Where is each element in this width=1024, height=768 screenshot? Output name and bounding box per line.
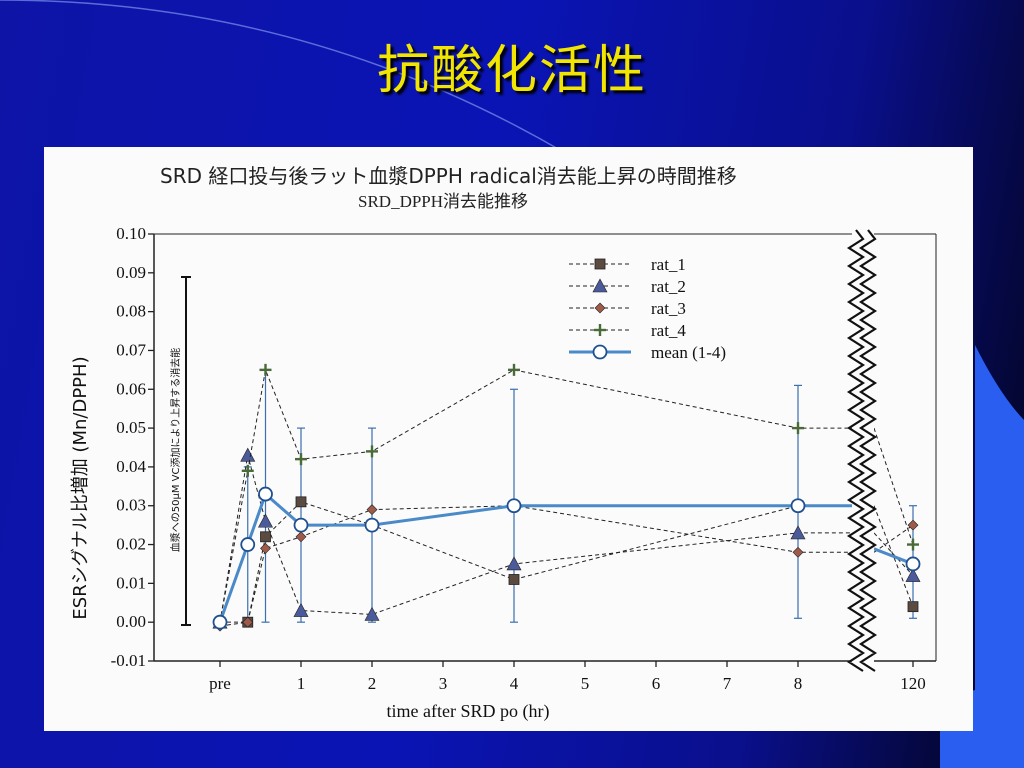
y-tick-label: 0.03 — [116, 496, 146, 515]
y-tick-label: 0.09 — [116, 263, 146, 282]
data-point — [907, 538, 919, 551]
slide-title: 抗酸化活性 — [376, 41, 647, 101]
legend-label: mean (1-4) — [651, 343, 726, 362]
data-point — [792, 546, 804, 558]
axis-break-line — [846, 229, 866, 672]
series-rat_2 — [212, 447, 921, 629]
data-point — [260, 543, 271, 554]
data-point — [792, 422, 804, 435]
y-tick-label: 0.00 — [116, 612, 146, 631]
legend-item: mean (1-4) — [569, 343, 726, 362]
tick-labels: 0.10 0.09 0.08 0.07 0.06 0.05 0.04 0.03 0.02 0.01… — [111, 224, 926, 693]
x-tick-label: 5 — [581, 674, 590, 693]
data-point — [295, 531, 307, 543]
series-line-post-break — [873, 524, 914, 553]
chart-title: SRD_DPPH消去能推移 — [358, 192, 528, 211]
y-tick-label: 0.01 — [116, 573, 146, 592]
data-point — [212, 614, 228, 630]
data-point — [240, 537, 256, 552]
series-line — [218, 491, 852, 623]
legend-item: rat_3 — [569, 299, 686, 318]
legend-label: rat_3 — [651, 299, 686, 318]
data-point — [506, 556, 522, 571]
data-point — [790, 525, 806, 540]
legend-item: rat_4 — [569, 321, 686, 340]
figure-title: SRD 経口投与後ラット血漿DPPH radical消去能上昇の時間推移 — [160, 164, 737, 188]
x-tick-label: 4 — [510, 674, 519, 693]
data-point — [905, 556, 921, 572]
x-axis-label: time after SRD po (hr) — [387, 701, 550, 722]
x-tick-label: 7 — [723, 674, 732, 693]
data-point — [790, 498, 806, 514]
error-bars — [243, 369, 917, 623]
data-point — [907, 519, 919, 531]
y-tick-label: 0.04 — [116, 457, 146, 476]
data-point — [257, 513, 274, 528]
series-line-post-break — [873, 532, 914, 576]
data-point — [258, 486, 273, 502]
data-point — [241, 464, 254, 477]
data-point — [905, 567, 921, 582]
series-line — [219, 368, 852, 623]
series-line — [219, 455, 852, 623]
series-rat_1 — [214, 496, 919, 628]
legend-label: rat_2 — [651, 277, 686, 296]
y-tick-label: 0.10 — [116, 224, 146, 243]
data-point — [366, 445, 378, 458]
series-mean — [212, 486, 921, 630]
data-point — [364, 517, 380, 533]
y-tick-label: 0.05 — [116, 418, 146, 437]
data-point — [260, 531, 271, 543]
data-point — [259, 363, 272, 376]
legend-marker — [594, 258, 606, 270]
data-point — [242, 616, 254, 628]
series-rat_4 — [214, 363, 919, 629]
x-tick-label: 120 — [900, 674, 926, 693]
data-point — [508, 574, 520, 585]
data-point — [366, 504, 378, 516]
axis-break-line — [858, 229, 878, 672]
chart-svg: SRD 経口投与後ラット血漿DPPH radical消去能上昇の時間推移 SRD… — [70, 164, 937, 722]
axis-break — [846, 228, 878, 672]
legend-marker — [592, 344, 608, 360]
legend-marker — [592, 278, 608, 293]
data-point — [295, 496, 307, 508]
legend-label: rat_4 — [651, 321, 686, 340]
x-tick-label: 1 — [297, 674, 306, 693]
y-tick-label: 0.02 — [116, 535, 146, 554]
data-point — [293, 602, 309, 617]
chart-figure: SRD 経口投与後ラット血漿DPPH radical消去能上昇の時間推移 SRD… — [44, 147, 973, 731]
data-point — [240, 447, 256, 462]
data-point — [907, 601, 919, 613]
x-tick-label: 6 — [652, 674, 661, 693]
y-tick-label: 0.06 — [116, 379, 146, 398]
x-tick-label: 3 — [439, 674, 448, 693]
series-line-post-break — [873, 427, 914, 545]
data-point — [364, 606, 380, 621]
y-tick-label: -0.01 — [111, 651, 146, 670]
legend-marker — [594, 324, 606, 336]
x-tick-label: 2 — [368, 674, 377, 693]
legend-item: rat_2 — [569, 277, 686, 296]
legend-item: rat_1 — [569, 255, 686, 274]
data-point — [506, 498, 522, 514]
y-tick-label: 0.08 — [116, 302, 146, 321]
series-lines — [212, 363, 921, 632]
x-tick-label: pre — [209, 674, 231, 693]
y-tick-label: 0.07 — [116, 340, 146, 359]
data-point — [295, 453, 307, 466]
legend-label: rat_1 — [651, 255, 686, 274]
x-tick-label: 8 — [794, 674, 803, 693]
legend-marker — [594, 302, 606, 314]
y-axis-label: ESRシグナル比増加 (Mn/DPPH) — [70, 356, 91, 619]
vc-reference-bar: 血漿への50μM VC添加により上昇する消去能 — [169, 276, 191, 626]
axes — [148, 233, 937, 667]
vc-note: 血漿への50μM VC添加により上昇する消去能 — [169, 348, 182, 553]
data-point — [293, 517, 309, 533]
data-point — [508, 363, 520, 376]
